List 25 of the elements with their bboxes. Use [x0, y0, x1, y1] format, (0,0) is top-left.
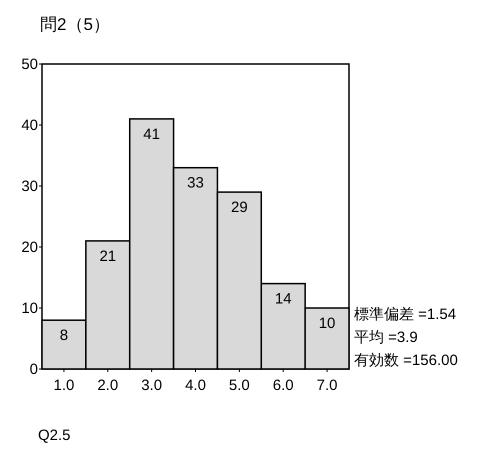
y-tick-label: 50: [21, 56, 38, 73]
x-tick-label: 1.0: [54, 377, 74, 394]
data-label: 14: [274, 290, 292, 308]
x-tick-label: 5.0: [228, 377, 250, 394]
text: 有効数 =156.00: [354, 352, 458, 369]
text: 標準偏差 =1.54: [354, 306, 456, 323]
x-tick-label: 4.0: [185, 377, 206, 394]
y-tick-label: 40: [21, 117, 38, 134]
y-tick-label: 30: [21, 178, 38, 195]
x-tick-label: 7.0: [316, 377, 338, 394]
data-label: 41: [143, 126, 160, 143]
data-label: 21: [99, 248, 116, 265]
data-label: 8: [60, 327, 68, 344]
y-tick-label: 20: [21, 239, 38, 256]
data-label: 33: [187, 174, 204, 192]
x-tick-label: 3.0: [141, 377, 162, 394]
x-tick-label: 2.0: [97, 377, 118, 394]
data-label: 29: [231, 199, 248, 216]
x-tick-label: 6.0: [272, 377, 294, 394]
y-tick-label: 10: [21, 300, 38, 317]
text: 平均 =3.9: [354, 329, 418, 346]
chart-title: 問2（5）: [40, 15, 110, 34]
data-label: 10: [318, 315, 336, 332]
x-axis-title: Q2.5: [38, 427, 71, 444]
y-tick-label: 0: [30, 361, 38, 378]
